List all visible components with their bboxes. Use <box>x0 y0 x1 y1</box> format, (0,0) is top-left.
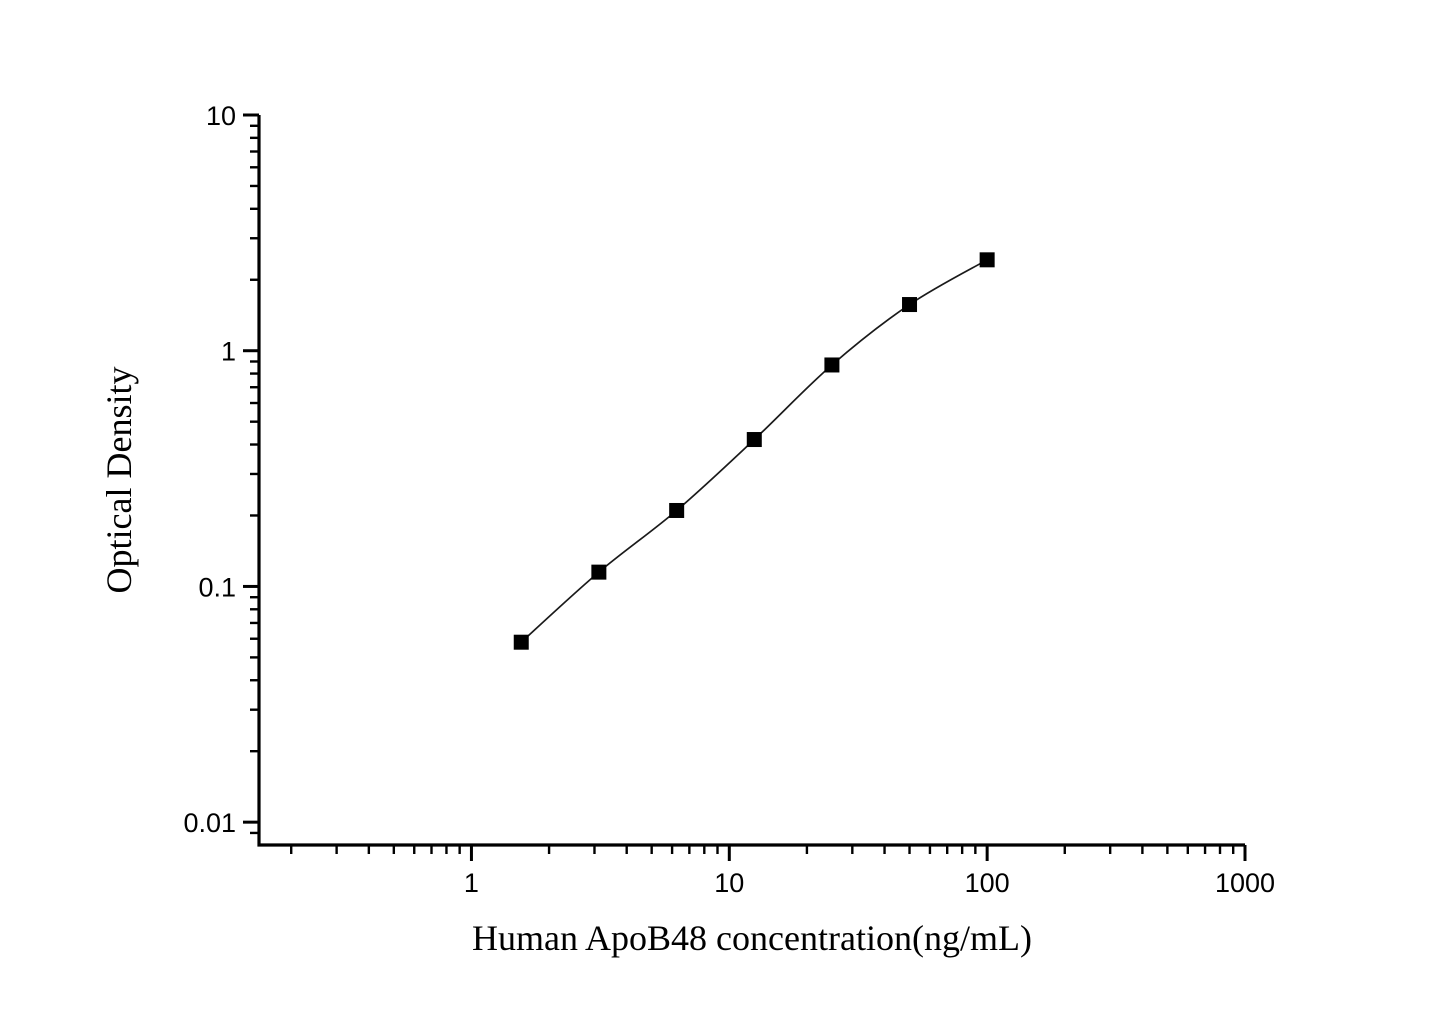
y-tick-label: 0.1 <box>198 572 236 602</box>
data-point-marker <box>824 357 840 373</box>
y-tick-label: 1 <box>221 337 236 367</box>
y-tick-label: 10 <box>206 101 236 131</box>
x-tick-label: 1000 <box>1215 868 1275 898</box>
curve-path <box>520 259 988 643</box>
y-tick-label: 0.01 <box>183 808 236 838</box>
plot-area: 1 10 100 1000 0.01 0.1 1 10 <box>183 101 1275 898</box>
x-axis-title: Human ApoB48 concentration(ng/mL) <box>472 918 1032 958</box>
data-point-marker <box>513 634 529 650</box>
x-tick-label: 100 <box>965 868 1010 898</box>
data-point-marker <box>979 252 995 268</box>
x-tick-label: 1 <box>464 868 479 898</box>
data-point-marker <box>591 564 607 580</box>
data-point-marker <box>746 432 762 448</box>
data-point-marker <box>902 297 918 313</box>
x-tick-label: 10 <box>714 868 744 898</box>
y-axis-title: Optical Density <box>99 367 139 594</box>
data-point-marker <box>669 502 685 518</box>
axis-spines <box>257 115 1245 847</box>
